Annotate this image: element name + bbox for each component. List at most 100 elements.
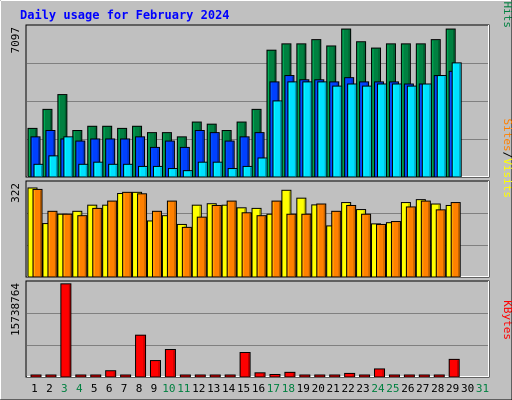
- x-tick-label-day-2: 2: [46, 382, 53, 395]
- bar-sites-day-21: [331, 210, 342, 278]
- bar-pages-day-22: [347, 83, 358, 178]
- bar-sites-day-6: [107, 200, 118, 278]
- bar-kbytes-day-6: [105, 370, 117, 378]
- x-tick-label-day-22: 22: [341, 382, 354, 395]
- x-tick-label-day-21: 21: [327, 382, 340, 395]
- bar-sites-day-5: [92, 207, 103, 278]
- bar-sites-day-18: [286, 213, 297, 278]
- x-tick-label-day-7: 7: [121, 382, 128, 395]
- bar-kbytes-day-13: [209, 374, 221, 378]
- bar-sites-day-8: [137, 193, 148, 278]
- bar-pages-day-17: [272, 100, 283, 178]
- bar-sites-day-27: [420, 200, 431, 278]
- bar-sites-day-2: [47, 210, 58, 278]
- x-tick-label-day-28: 28: [431, 382, 444, 395]
- bar-kbytes-day-22: [344, 372, 356, 378]
- panel-sites-visits: 322: [9, 180, 490, 278]
- bar-pages-day-7: [123, 163, 134, 178]
- x-tick-label-day-24: 24: [371, 382, 385, 395]
- x-tick-label-day-16: 16: [252, 382, 265, 395]
- bar-sites-day-15: [241, 212, 252, 278]
- right-label-sites-visits: Sites/Visits: [501, 119, 512, 199]
- bar-kbytes-day-26: [403, 374, 415, 378]
- bar-kbytes-day-7: [120, 374, 132, 378]
- bar-kbytes-day-9: [149, 360, 161, 378]
- bar-pages-day-1: [33, 163, 44, 178]
- panel-hits-files-pages: 7097: [9, 24, 490, 178]
- panel-frame: [25, 280, 490, 378]
- bar-sites-day-3: [62, 213, 73, 278]
- x-tick-label-day-10: 10: [162, 382, 175, 395]
- legend-sites: Sites: [501, 119, 512, 152]
- bar-kbytes-day-27: [418, 374, 430, 378]
- bar-pages-day-25: [391, 83, 402, 178]
- y-max-label-hits: 7097: [9, 27, 22, 54]
- bar-kbytes-day-2: [45, 374, 57, 378]
- x-tick-label-day-12: 12: [192, 382, 205, 395]
- x-tick-label-day-17: 17: [267, 382, 280, 395]
- y-max-label-kbytes: 15738764: [9, 283, 22, 336]
- bar-pages-day-19: [302, 81, 313, 178]
- legend-separator: /: [501, 0, 512, 2]
- legend-separator: /: [501, 152, 512, 159]
- x-tick-label-day-15: 15: [237, 382, 250, 395]
- right-label-hits-files-pages: Pages/Files/Hits: [501, 0, 512, 28]
- bar-sites-day-22: [346, 204, 357, 278]
- bar-sites-day-11: [181, 226, 192, 278]
- bar-pages-day-27: [421, 83, 432, 178]
- bar-pages-day-6: [108, 163, 119, 178]
- bar-pages-day-9: [152, 165, 163, 178]
- bar-pages-day-4: [78, 163, 89, 178]
- bar-sites-day-7: [122, 191, 133, 278]
- bar-pages-day-16: [257, 157, 268, 178]
- x-tick-label-day-31: 31: [476, 382, 489, 395]
- bar-kbytes-day-25: [388, 374, 400, 378]
- bar-kbytes-day-19: [299, 374, 311, 378]
- bar-sites-day-1: [32, 188, 43, 278]
- x-tick-label-day-20: 20: [312, 382, 325, 395]
- bar-kbytes-day-3: [60, 283, 72, 378]
- bar-kbytes-day-29: [448, 358, 460, 378]
- bar-sites-day-14: [226, 200, 237, 278]
- x-tick-label-day-19: 19: [297, 382, 310, 395]
- bar-pages-day-10: [167, 168, 178, 178]
- x-tick-label-day-4: 4: [76, 382, 83, 395]
- x-tick-label-day-23: 23: [356, 382, 369, 395]
- bar-kbytes-day-23: [359, 374, 371, 378]
- bar-kbytes-day-20: [314, 374, 326, 378]
- bar-sites-day-24: [376, 223, 387, 278]
- legend-kbytes: KBytes: [501, 300, 512, 340]
- bar-pages-day-28: [436, 75, 447, 178]
- x-tick-label-day-5: 5: [91, 382, 98, 395]
- bar-kbytes-day-15: [239, 352, 251, 378]
- bar-pages-day-12: [197, 161, 208, 178]
- y-max-label-sites: 322: [9, 183, 22, 203]
- bar-sites-day-13: [211, 204, 222, 278]
- bar-kbytes-day-14: [224, 374, 236, 378]
- bar-pages-day-23: [362, 85, 373, 178]
- bar-kbytes-day-12: [194, 374, 206, 378]
- bar-pages-day-29: [451, 62, 462, 178]
- bar-kbytes-day-4: [75, 374, 87, 378]
- bar-sites-day-20: [316, 203, 327, 278]
- x-tick-label-day-14: 14: [222, 382, 236, 395]
- x-tick-label-day-13: 13: [207, 382, 220, 395]
- bar-sites-day-26: [405, 206, 416, 278]
- x-tick-label-day-27: 27: [416, 382, 429, 395]
- x-tick-label-day-11: 11: [177, 382, 190, 395]
- bar-pages-day-15: [242, 165, 253, 178]
- bar-sites-day-29: [450, 202, 461, 278]
- bar-kbytes-day-1: [30, 374, 42, 378]
- bar-sites-day-12: [196, 216, 207, 278]
- panel-kbytes: 15738764: [9, 280, 490, 378]
- x-tick-label-day-3: 3: [61, 382, 68, 395]
- x-tick-label-day-25: 25: [386, 382, 399, 395]
- bar-sites-day-19: [301, 213, 312, 278]
- x-tick-label-day-6: 6: [106, 382, 113, 395]
- x-tick-label-day-1: 1: [31, 382, 38, 395]
- bar-kbytes-day-8: [135, 334, 147, 378]
- bar-sites-day-23: [361, 213, 372, 278]
- x-tick-label-day-9: 9: [151, 382, 158, 395]
- legend-visits: Visits: [501, 158, 512, 198]
